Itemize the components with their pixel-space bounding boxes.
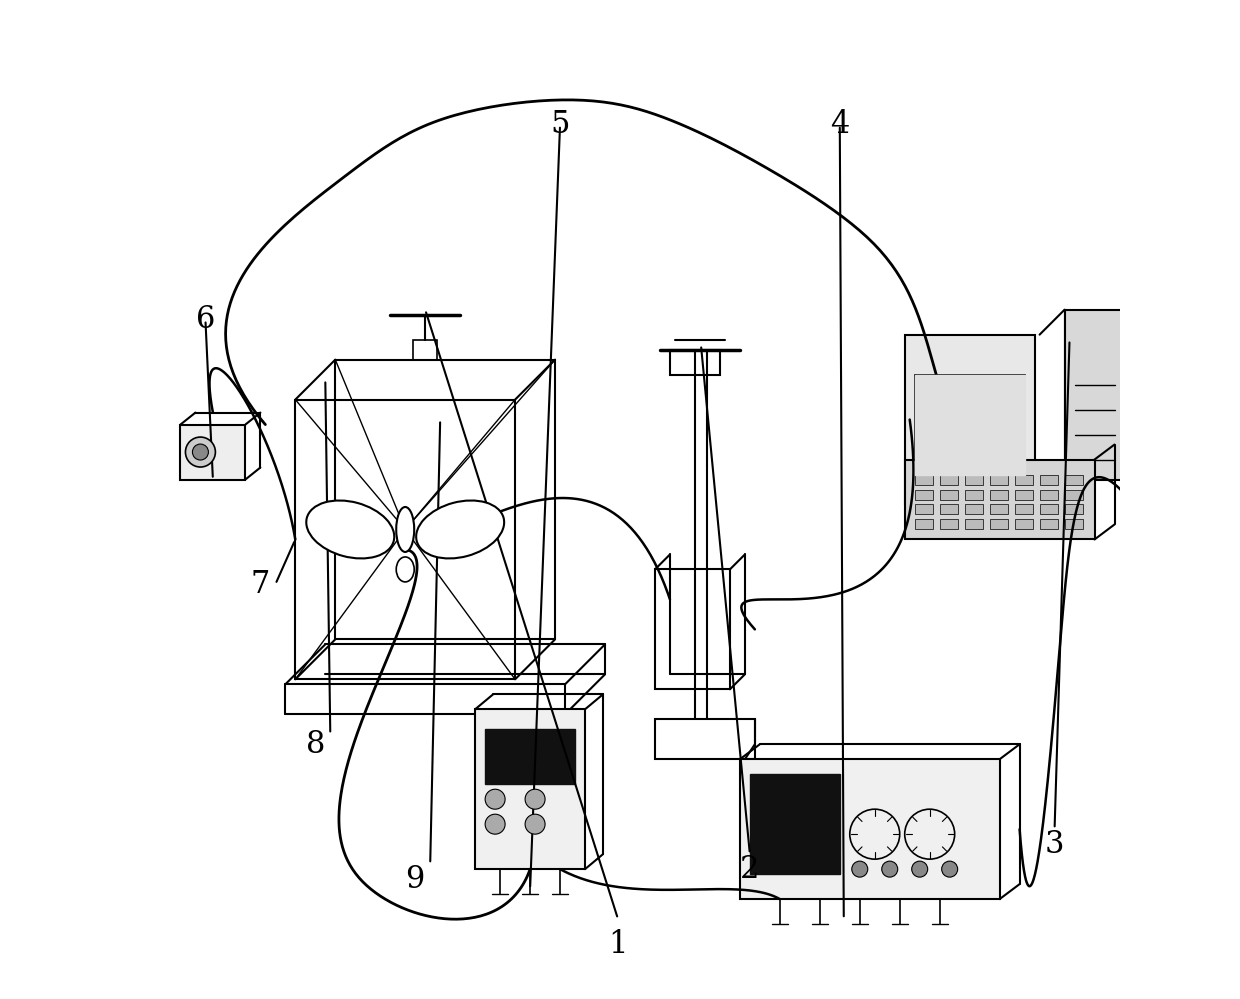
Bar xyxy=(915,490,932,500)
Bar xyxy=(915,504,932,514)
Bar xyxy=(965,475,982,485)
Text: 5: 5 xyxy=(551,109,570,141)
Circle shape xyxy=(852,861,868,877)
Bar xyxy=(1065,519,1083,529)
Bar xyxy=(965,490,982,500)
Text: 9: 9 xyxy=(405,863,425,895)
Bar xyxy=(915,375,1024,475)
Text: 6: 6 xyxy=(196,304,215,336)
Bar xyxy=(1039,504,1058,514)
Bar xyxy=(915,375,1024,475)
Bar xyxy=(1065,490,1083,500)
Circle shape xyxy=(192,444,208,460)
Bar xyxy=(940,475,957,485)
Bar xyxy=(1065,475,1083,485)
Bar xyxy=(965,504,982,514)
Bar xyxy=(990,490,1008,500)
Circle shape xyxy=(941,861,957,877)
Circle shape xyxy=(882,861,898,877)
Bar xyxy=(940,490,957,500)
Bar xyxy=(181,425,246,480)
Circle shape xyxy=(485,814,505,834)
Bar xyxy=(1014,490,1033,500)
Text: 2: 2 xyxy=(740,853,760,885)
Bar xyxy=(740,759,999,899)
Text: 8: 8 xyxy=(305,728,325,760)
Ellipse shape xyxy=(397,557,414,581)
Bar xyxy=(1039,519,1058,529)
Circle shape xyxy=(525,814,546,834)
Bar xyxy=(1039,490,1058,500)
Bar xyxy=(750,774,839,874)
Ellipse shape xyxy=(306,500,394,558)
Bar xyxy=(655,569,730,689)
Bar xyxy=(990,504,1008,514)
Bar xyxy=(915,475,932,485)
Text: 3: 3 xyxy=(1045,828,1064,860)
Ellipse shape xyxy=(397,507,414,551)
Bar xyxy=(905,335,1034,504)
Ellipse shape xyxy=(417,500,505,558)
Bar xyxy=(1014,519,1033,529)
Bar xyxy=(905,460,1095,539)
Bar xyxy=(990,519,1008,529)
Circle shape xyxy=(186,438,216,468)
Bar xyxy=(1065,310,1125,480)
Bar xyxy=(1014,475,1033,485)
Bar xyxy=(940,504,957,514)
Bar xyxy=(655,719,755,759)
Bar xyxy=(485,729,575,784)
Text: 7: 7 xyxy=(250,568,270,600)
Bar xyxy=(965,519,982,529)
Circle shape xyxy=(485,789,505,809)
Bar xyxy=(990,475,1008,485)
Text: 1: 1 xyxy=(609,928,627,960)
Circle shape xyxy=(525,789,546,809)
Bar xyxy=(475,709,585,869)
Circle shape xyxy=(911,861,928,877)
Bar xyxy=(670,350,720,375)
Bar xyxy=(1065,504,1083,514)
Bar xyxy=(1014,504,1033,514)
Bar xyxy=(915,519,932,529)
Bar xyxy=(413,340,438,360)
Bar xyxy=(940,519,957,529)
Bar xyxy=(1039,475,1058,485)
Text: 4: 4 xyxy=(830,109,849,141)
